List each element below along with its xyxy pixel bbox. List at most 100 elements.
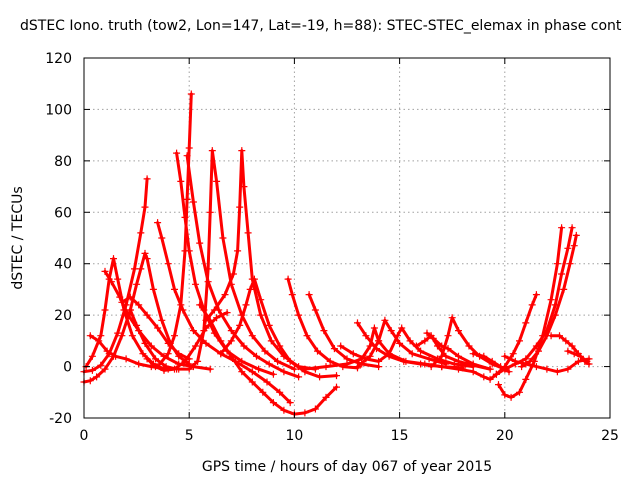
data-point [164, 260, 172, 268]
data-point [574, 357, 582, 365]
data-point [204, 265, 212, 273]
data-point [118, 298, 126, 306]
data-point [88, 366, 96, 374]
data-point [564, 347, 572, 355]
data-point [547, 296, 555, 304]
data-point [337, 342, 345, 350]
data-point [406, 337, 414, 345]
data-point [516, 388, 523, 396]
data-point [568, 224, 576, 232]
data-point [448, 314, 456, 322]
series-arc-24 [423, 329, 494, 373]
data-point [128, 332, 136, 340]
x-tick-label: 0 [80, 428, 89, 444]
data-point [110, 255, 117, 263]
data-point [532, 363, 540, 371]
data-point [469, 350, 477, 358]
data-point [206, 208, 214, 216]
data-point [276, 388, 284, 396]
data-point [192, 280, 199, 288]
data-point [276, 342, 284, 350]
y-tick-label: 40 [54, 257, 72, 273]
data-point [375, 357, 383, 365]
data-point [290, 365, 298, 373]
data-point [286, 399, 294, 407]
data-point [227, 352, 235, 360]
data-point [248, 332, 256, 340]
y-tick-label: 80 [54, 154, 72, 170]
data-point [429, 334, 437, 342]
data-point [183, 152, 191, 160]
series-line [494, 226, 574, 376]
y-tick-label: 20 [54, 308, 72, 324]
data-point [147, 342, 155, 350]
data-point [143, 255, 151, 263]
data-point [257, 296, 265, 304]
data-point [444, 345, 452, 353]
data-point [158, 316, 166, 324]
x-tick-label: 10 [285, 428, 303, 444]
data-point [261, 347, 269, 355]
data-point [450, 360, 458, 368]
data-point [455, 352, 462, 360]
data-point [196, 301, 204, 309]
data-point [86, 377, 94, 385]
data-point [505, 368, 513, 376]
plot-frame [83, 57, 611, 419]
data-point [354, 363, 361, 371]
data-point [568, 342, 576, 350]
data-point [238, 357, 246, 365]
series-arc-28 [495, 224, 566, 401]
data-point [398, 324, 406, 332]
series-line [566, 349, 589, 363]
data-point [133, 321, 141, 329]
data-point [236, 203, 244, 211]
data-point [408, 350, 416, 358]
data-point [507, 393, 515, 401]
x-tick-label: 5 [185, 428, 194, 444]
data-point [141, 203, 149, 211]
data-point [560, 285, 568, 293]
series-line [103, 269, 212, 371]
data-point [171, 332, 178, 340]
data-point [152, 363, 159, 371]
data-point [206, 316, 214, 324]
data-point [143, 175, 151, 183]
series-line [158, 92, 193, 366]
data-point [103, 347, 111, 355]
data-point [143, 311, 151, 319]
data-point [362, 332, 370, 340]
data-point [543, 365, 551, 373]
series-line [204, 149, 317, 371]
y-tick-label: 60 [54, 205, 72, 221]
data-point [314, 347, 321, 355]
chart-title: dSTEC Iono. truth (tow2, Lon=147, Lat=-1… [20, 18, 622, 34]
data-point [425, 355, 433, 363]
series-line [84, 257, 166, 371]
data-point [423, 329, 431, 337]
y-tick-label: 120 [45, 51, 72, 67]
series-line [198, 303, 338, 416]
series-arc-22 [354, 316, 450, 371]
data-point [400, 357, 408, 365]
data-point [455, 327, 462, 335]
data-point [189, 198, 197, 206]
data-point [101, 306, 109, 314]
data-point [501, 365, 509, 373]
data-point [141, 249, 149, 257]
data-point [396, 339, 404, 347]
data-point [196, 239, 204, 247]
data-point [516, 337, 523, 345]
series-line [356, 321, 465, 370]
x-tick-label: 20 [496, 428, 514, 444]
data-point [173, 149, 181, 157]
data-point [492, 370, 500, 378]
data-point [301, 365, 309, 373]
data-point [553, 260, 561, 268]
data-point [469, 368, 477, 376]
data-point [152, 355, 159, 363]
data-point [124, 311, 132, 319]
data-point [558, 270, 566, 278]
series-arc-31 [518, 231, 580, 371]
data-point [518, 363, 526, 371]
